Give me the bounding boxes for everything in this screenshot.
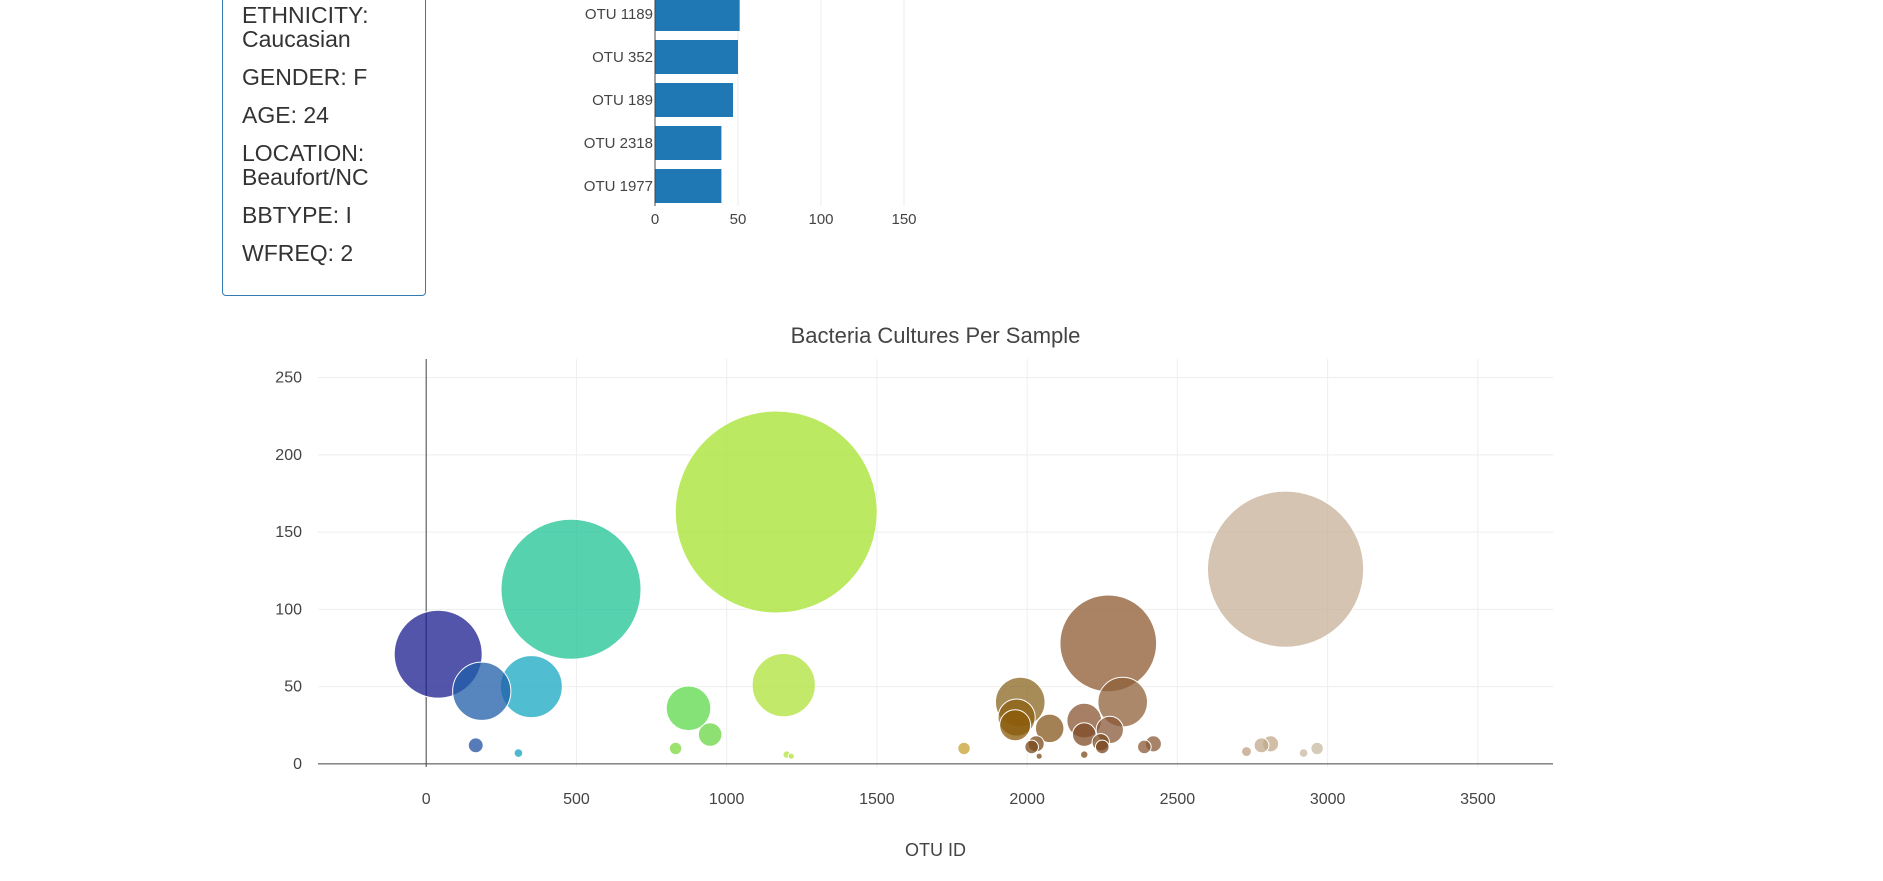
- bubble-chart-title: Bacteria Cultures Per Sample: [791, 323, 1081, 348]
- bubble-y-tick-label: 200: [275, 447, 302, 464]
- bubble-y-tick-label: 50: [284, 679, 302, 696]
- bubble-point: [752, 653, 815, 716]
- bubble-point: [1025, 740, 1039, 754]
- demo-value: Caucasian: [242, 27, 425, 51]
- demo-key: BBTYPE:: [242, 202, 339, 228]
- bar-category-label: OTU 1189: [585, 6, 653, 23]
- bubble-point: [958, 742, 970, 754]
- bubble-y-tick-label: 100: [275, 601, 302, 618]
- bubble-point: [501, 519, 641, 659]
- demo-key: LOCATION:: [242, 140, 364, 166]
- demo-value: 24: [303, 102, 329, 128]
- bar-x-tick-label: 50: [730, 211, 747, 228]
- demographic-info-panel: ETHNICITY: Caucasian GENDER: F AGE: 24 L…: [222, 0, 426, 296]
- demo-row-gender: GENDER: F: [242, 65, 425, 89]
- demo-key: ETHNICITY:: [242, 2, 369, 28]
- bubble-point: [1254, 738, 1269, 753]
- bubble-x-tick-label: 500: [563, 791, 590, 808]
- bar-category-label: OTU 189: [592, 92, 653, 109]
- demo-row-wfreq: WFREQ: 2: [242, 241, 425, 265]
- bubble-point: [788, 753, 794, 759]
- bubble-x-tick-label: 2500: [1160, 791, 1196, 808]
- bubble-x-tick-label: 1500: [859, 791, 895, 808]
- bubble-point: [1242, 747, 1252, 757]
- bar: [655, 169, 721, 203]
- bubble-point: [1207, 491, 1363, 647]
- bubble-y-tick-label: 0: [293, 756, 302, 773]
- bubble-point: [669, 742, 681, 754]
- demo-value: I: [346, 202, 352, 228]
- bubble-point: [1095, 740, 1109, 754]
- bubble-point: [698, 723, 722, 747]
- bar-x-tick-label: 100: [808, 211, 833, 228]
- bubble-y-tick-label: 250: [275, 370, 302, 387]
- bubble-y-tick-label: 150: [275, 524, 302, 541]
- demo-row-ethnicity: ETHNICITY: Caucasian: [242, 3, 425, 51]
- bar: [655, 40, 738, 74]
- demo-value: Beaufort/NC: [242, 165, 425, 189]
- bubble-point: [1036, 753, 1042, 759]
- demo-key: GENDER:: [242, 64, 347, 90]
- top-otu-bar-chart[interactable]: 0 50 100 150 OTU 1189 OTU 352 OTU 189 OTU 2318 O…: [540, 0, 970, 240]
- bar-category-label: OTU 2318: [584, 135, 653, 152]
- bubble-point: [1299, 749, 1308, 758]
- bar-x-tick-label: 0: [651, 211, 659, 228]
- bubble-point: [514, 749, 523, 758]
- bar-category-label: OTU 352: [592, 49, 653, 66]
- bubble-point: [468, 738, 483, 753]
- bar: [655, 0, 740, 31]
- bubble-x-tick-label: 3500: [1460, 791, 1496, 808]
- bubble-point: [1000, 710, 1031, 741]
- bubble-x-axis-label: OTU ID: [905, 840, 966, 860]
- bubble-point: [1138, 740, 1152, 754]
- demo-row-bbtype: BBTYPE: I: [242, 203, 425, 227]
- bubble-point: [1311, 742, 1323, 754]
- bubble-point: [1081, 751, 1088, 758]
- bar-category-label: OTU 1977: [584, 178, 653, 195]
- bubble-x-tick-label: 3000: [1310, 791, 1346, 808]
- bubble-x-tick-label: 2000: [1009, 791, 1045, 808]
- demo-value: 2: [340, 240, 353, 266]
- bubble-point: [453, 662, 511, 720]
- demo-row-location: LOCATION: Beaufort/NC: [242, 141, 425, 189]
- bar: [655, 83, 733, 117]
- bubble-x-tick-label: 1000: [709, 791, 745, 808]
- demo-value: F: [353, 64, 367, 90]
- bubble-point: [1060, 595, 1157, 692]
- demo-key: AGE:: [242, 102, 297, 128]
- demo-row-age: AGE: 24: [242, 103, 425, 127]
- bubble-point: [675, 411, 877, 613]
- bar-x-tick-label: 150: [891, 211, 916, 228]
- demo-key: WFREQ:: [242, 240, 334, 266]
- bar: [655, 126, 721, 160]
- bubble-x-tick-label: 0: [422, 791, 431, 808]
